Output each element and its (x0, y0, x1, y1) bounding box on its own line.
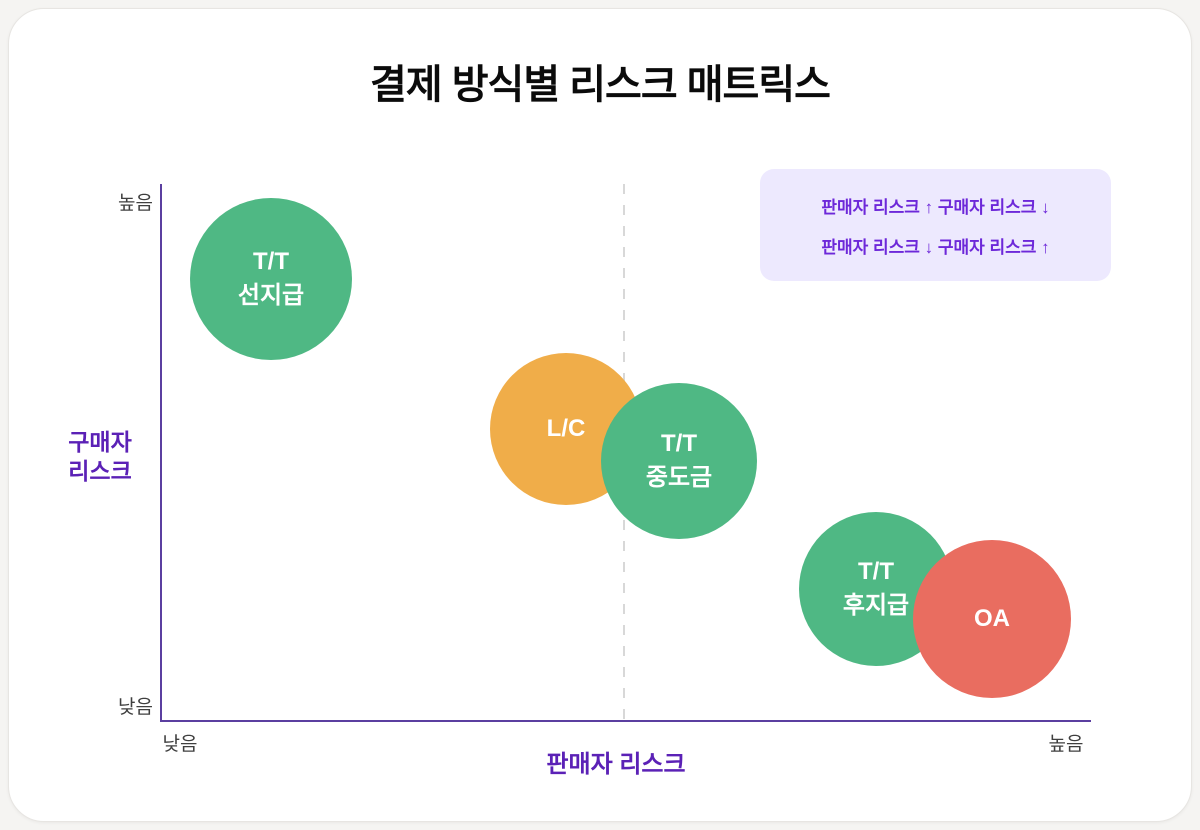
y-axis-title: 구매자 리스크 (40, 428, 160, 487)
legend-line-1: 판매자 리스크 ↑ 구매자 리스크 ↓ (821, 197, 1050, 217)
y-axis-tick-low: 낮음 (118, 697, 153, 718)
y-axis-title-line-1: 구매자 (68, 429, 132, 455)
x-axis-title: 판매자 리스크 (546, 751, 686, 778)
y-axis-title-line-2: 리스크 (68, 458, 132, 485)
bubble-label-line: T/T (661, 430, 697, 458)
x-axis-tick-high: 높음 (1048, 734, 1084, 755)
x-axis-tick-low: 낮음 (162, 734, 198, 755)
bubble-label-line: T/T (253, 248, 289, 276)
bubble-label-line: T/T (858, 558, 894, 586)
bubble-label-line: OA (974, 605, 1010, 633)
bubble-oa: OA (913, 540, 1071, 698)
bubble-label-line: 중도금 (645, 464, 713, 491)
y-axis-tick-high: 높음 (118, 193, 153, 214)
legend-line-2: 판매자 리스크 ↓ 구매자 리스크 ↑ (821, 237, 1050, 257)
bubble-tt-interim: T/T 중도금 (601, 383, 757, 539)
legend-box: 판매자 리스크 ↑ 구매자 리스크 ↓ 판매자 리스크 ↓ 구매자 리스크 ↑ (760, 169, 1111, 281)
bubble-label-line: 후지급 (842, 592, 910, 619)
bubble-tt-advance: T/T 선지급 (190, 198, 352, 360)
x-axis-line (160, 720, 1091, 722)
bubble-label-line: 선지급 (237, 282, 305, 309)
chart-title: 결제 방식별 리스크 매트릭스 (370, 63, 831, 107)
y-axis-line (160, 184, 162, 722)
bubble-label-line: L/C (546, 415, 586, 443)
